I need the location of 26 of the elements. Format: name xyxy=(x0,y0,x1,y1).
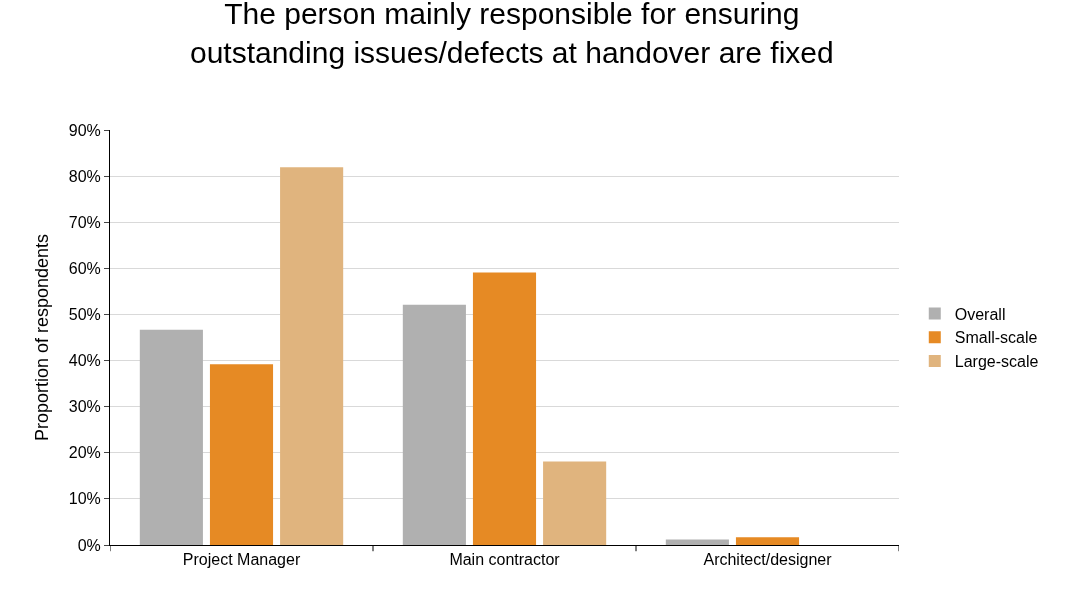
y-tick-label: 20% xyxy=(68,444,101,462)
legend-label: Large-scale xyxy=(954,353,1039,371)
bar xyxy=(139,329,203,545)
x-tick-label: Architect/designer xyxy=(703,551,833,569)
x-tick-label: Project Manager xyxy=(182,551,301,569)
y-tick-label: 40% xyxy=(68,352,101,370)
y-tick-label: 80% xyxy=(68,167,101,185)
bar xyxy=(280,167,344,545)
y-tick-label: 50% xyxy=(68,306,101,324)
y-tick-label: 60% xyxy=(68,259,101,277)
bar xyxy=(665,539,729,545)
y-axis-title: Proportion of respondents xyxy=(31,233,52,442)
y-tick-label: 0% xyxy=(77,536,101,554)
y-tick-label: 10% xyxy=(68,490,101,508)
bar xyxy=(543,461,607,545)
y-tick-label: 30% xyxy=(68,398,101,416)
bar xyxy=(402,304,466,545)
legend-label: Small-scale xyxy=(954,329,1038,347)
y-tick-label: 70% xyxy=(68,213,101,231)
legend-label: Overall xyxy=(954,305,1006,323)
x-tick-label: Main contractor xyxy=(449,551,561,569)
y-tick-label: 90% xyxy=(68,121,101,139)
bar xyxy=(472,272,537,545)
bar xyxy=(209,364,274,545)
bar xyxy=(735,537,800,545)
chart-title: The person mainly responsible for ensuring outstanding issues/defects at handover are fixed xyxy=(189,0,834,69)
